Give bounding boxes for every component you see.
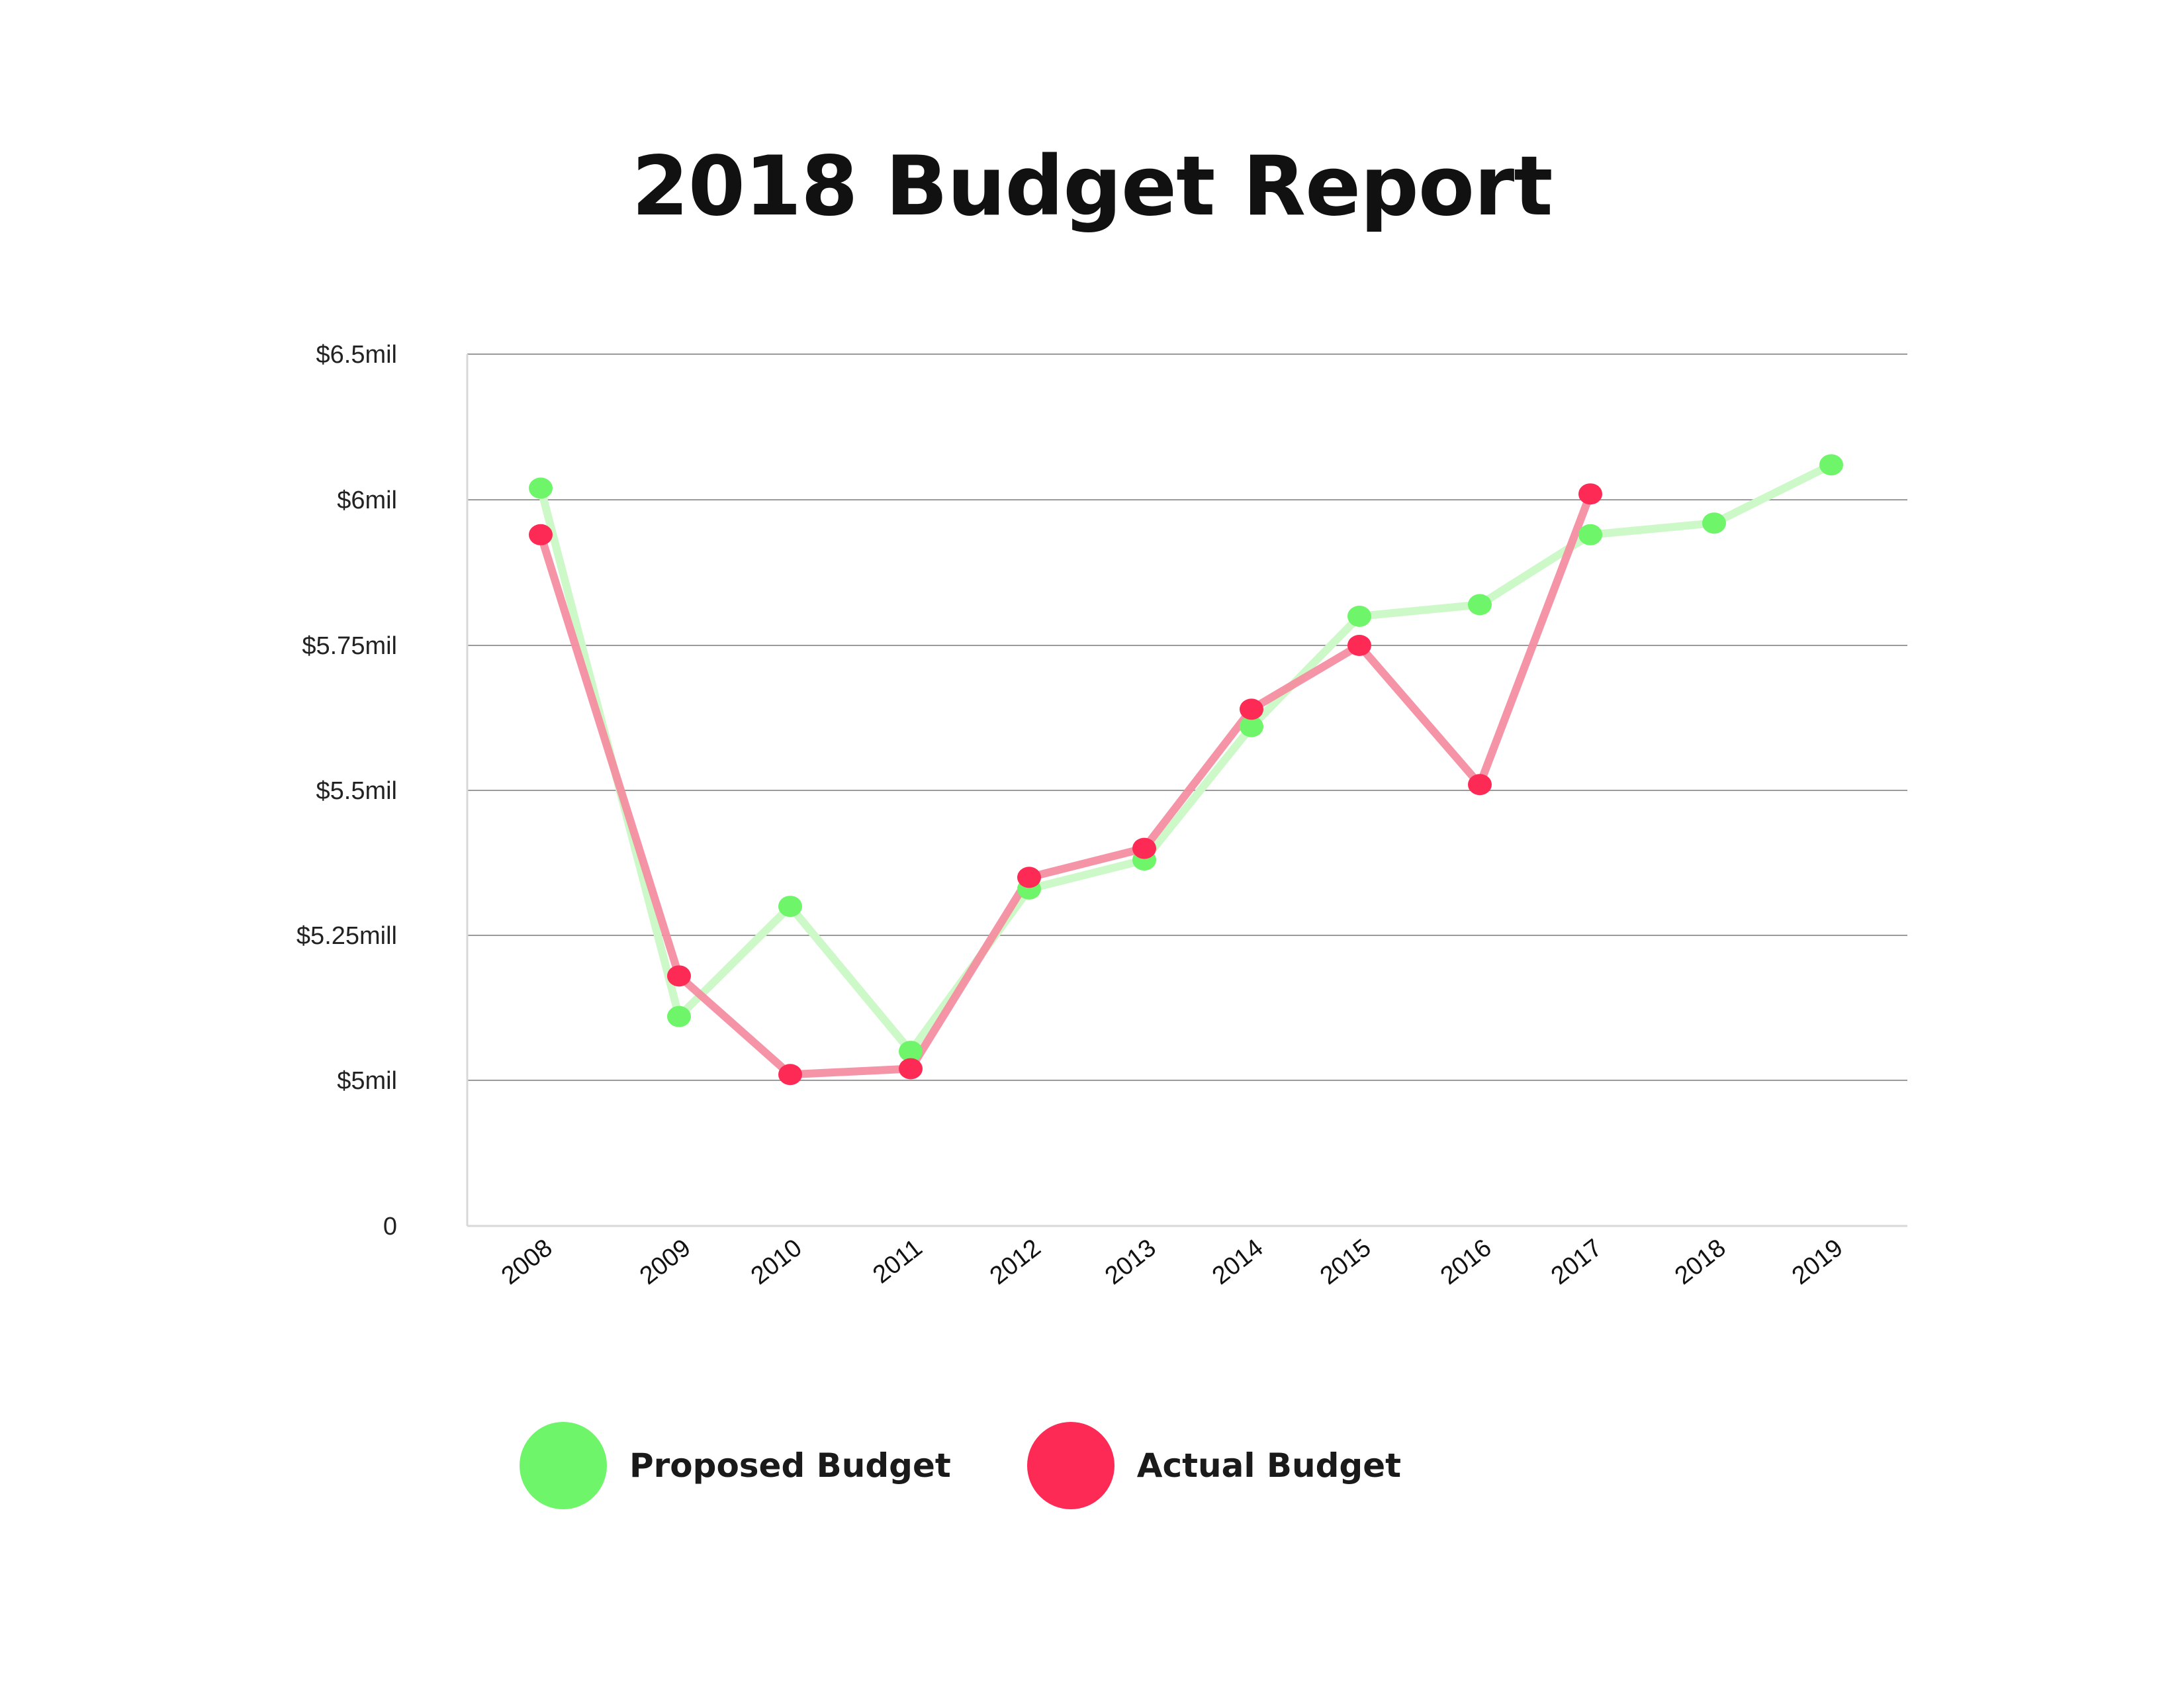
- data-point-actual: [1578, 483, 1602, 505]
- x-tick-label: 2008: [496, 1234, 557, 1290]
- x-tick-label: 2009: [635, 1234, 696, 1290]
- legend-swatch-actual: [1026, 1422, 1115, 1509]
- data-point-actual: [778, 1064, 802, 1086]
- y-tick-label: $6.5mil: [316, 341, 398, 369]
- series-line-actual: [537, 490, 1594, 1079]
- data-point-actual: [1240, 698, 1263, 720]
- chart-title: 2018 Budget Report: [631, 139, 1553, 234]
- y-tick-label: $5.75mil: [302, 632, 397, 660]
- x-tick-label: 2019: [1787, 1234, 1848, 1290]
- x-tick-label: 2010: [746, 1234, 807, 1290]
- data-point-actual: [529, 524, 553, 545]
- legend: Proposed Budget Actual Budget: [520, 1422, 1477, 1509]
- data-point-proposed: [1819, 454, 1843, 476]
- data-point-proposed: [1347, 606, 1371, 627]
- x-tick-label: 2018: [1670, 1234, 1731, 1290]
- x-tick-label: 2015: [1315, 1234, 1376, 1290]
- x-tick-label: 2013: [1100, 1234, 1161, 1290]
- x-tick-label: 2017: [1546, 1234, 1607, 1290]
- x-tick-label: 2016: [1435, 1234, 1496, 1290]
- data-point-proposed: [529, 477, 553, 499]
- data-point-actual: [1468, 774, 1492, 796]
- data-point-proposed: [1240, 716, 1263, 737]
- legend-item-actual: Actual Budget: [1026, 1422, 1401, 1509]
- data-point-actual: [899, 1058, 923, 1080]
- data-point-proposed: [778, 896, 802, 917]
- data-point-proposed: [667, 1006, 691, 1027]
- x-tick-label: 2012: [985, 1234, 1046, 1290]
- x-tick-label: 2011: [868, 1234, 927, 1289]
- legend-swatch-proposed: [520, 1422, 607, 1509]
- legend-label-proposed: Proposed Budget: [629, 1446, 951, 1485]
- y-tick-label: $5mil: [337, 1067, 397, 1095]
- data-point-actual: [667, 965, 691, 987]
- y-tick-label: $6mil: [337, 487, 397, 514]
- legend-item-proposed: Proposed Budget: [520, 1422, 951, 1509]
- data-point-actual: [1017, 867, 1041, 888]
- y-tick-label: 0: [383, 1213, 397, 1241]
- data-point-actual: [1132, 837, 1156, 859]
- x-tick-labels: 2008 2009 2010 2011 2012 2013 2014 2015 2016 2017…: [496, 1234, 1848, 1290]
- series: [529, 454, 1843, 1086]
- data-point-proposed: [899, 1041, 923, 1062]
- y-tick-label: $5.5mil: [316, 777, 398, 805]
- axes: [466, 354, 1907, 1227]
- y-tick-label: $5.25mill: [296, 922, 397, 950]
- data-point-proposed: [1702, 512, 1726, 534]
- y-tick-labels: 0 $5mil $5.25mill $5.5mil $5.75mil $6mil $6.5m…: [296, 341, 397, 1241]
- data-point-proposed: [1468, 594, 1492, 616]
- data-point-proposed: [1578, 524, 1602, 545]
- data-point-actual: [1347, 635, 1371, 656]
- series-line-proposed: [537, 461, 1835, 1056]
- x-tick-label: 2014: [1207, 1234, 1268, 1290]
- legend-label-actual: Actual Budget: [1136, 1446, 1401, 1485]
